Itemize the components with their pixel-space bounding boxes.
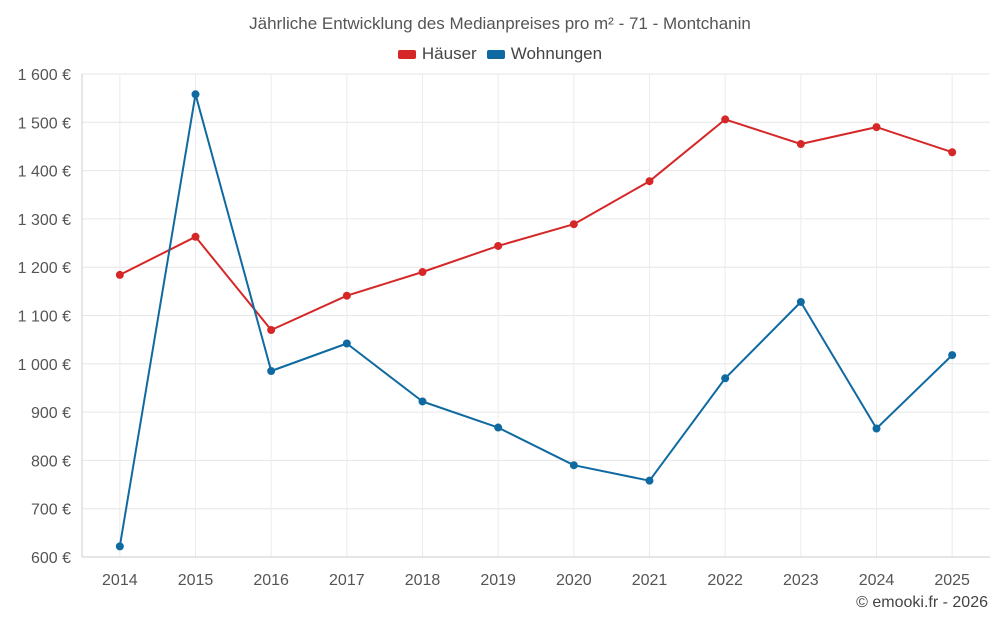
data-point-0-7 [645, 177, 654, 186]
legend: Häuser Wohnungen [0, 44, 1000, 64]
y-tick-label: 700 € [31, 502, 71, 519]
data-point-1-6 [569, 461, 578, 470]
y-tick-label: 1 200 € [18, 260, 71, 277]
y-tick-label: 600 € [31, 550, 71, 567]
data-point-1-3 [342, 339, 351, 348]
y-tick-label: 1 500 € [18, 115, 71, 132]
data-point-1-5 [494, 423, 503, 432]
x-tick-label: 2014 [102, 572, 138, 589]
data-point-0-9 [796, 140, 805, 149]
data-point-1-4 [418, 397, 427, 406]
y-tick-label: 1 400 € [18, 164, 71, 181]
data-point-0-10 [872, 123, 881, 132]
legend-swatch-wohnungen [486, 49, 505, 59]
data-point-1-0 [115, 542, 124, 551]
x-tick-label: 2015 [178, 572, 214, 589]
data-point-1-11 [948, 351, 957, 360]
series-line-0 [119, 118, 953, 331]
data-point-0-5 [494, 241, 503, 250]
credit-text: © emooki.fr - 2026 [856, 594, 988, 611]
legend-label-hauser: Häuser [421, 44, 477, 63]
data-point-0-8 [721, 115, 730, 124]
x-tick-label: 2025 [934, 572, 970, 589]
data-point-0-1 [191, 232, 200, 241]
data-point-1-8 [721, 374, 730, 383]
legend-swatch-hauser [397, 49, 416, 59]
x-tick-label: 2019 [480, 572, 516, 589]
legend-item-wohnungen[interactable]: Wohnungen [486, 44, 603, 64]
x-tick-label: 2016 [253, 572, 289, 589]
data-point-0-4 [418, 268, 427, 277]
data-point-1-2 [267, 367, 276, 376]
data-point-1-9 [796, 297, 805, 306]
x-tick-label: 2017 [329, 572, 365, 589]
y-tick-label: 1 100 € [18, 309, 71, 326]
y-tick-label: 1 600 € [18, 67, 71, 84]
y-tick-label: 900 € [31, 405, 71, 422]
x-tick-label: 2024 [859, 572, 895, 589]
series-line-1 [118, 93, 953, 547]
y-tick-label: 1 300 € [18, 212, 71, 229]
data-point-0-3 [342, 291, 351, 300]
y-tick-label: 800 € [31, 453, 71, 470]
chart-title: Jährliche Entwicklung des Medianpreises … [249, 14, 751, 33]
data-point-0-2 [267, 325, 276, 334]
legend-label-wohnungen: Wohnungen [510, 44, 603, 63]
x-tick-label: 2018 [405, 572, 441, 589]
data-point-0-6 [569, 220, 578, 229]
x-tick-label: 2021 [632, 572, 668, 589]
data-point-0-0 [115, 270, 124, 279]
x-tick-label: 2020 [556, 572, 592, 589]
y-tick-label: 1 000 € [18, 357, 71, 374]
x-tick-label: 2023 [783, 572, 819, 589]
data-point-1-7 [645, 476, 654, 485]
data-point-1-10 [872, 424, 881, 433]
data-point-1-1 [191, 90, 200, 99]
x-tick-label: 2022 [707, 572, 743, 589]
legend-item-hauser[interactable]: Häuser [397, 44, 477, 64]
data-point-0-11 [948, 148, 957, 157]
